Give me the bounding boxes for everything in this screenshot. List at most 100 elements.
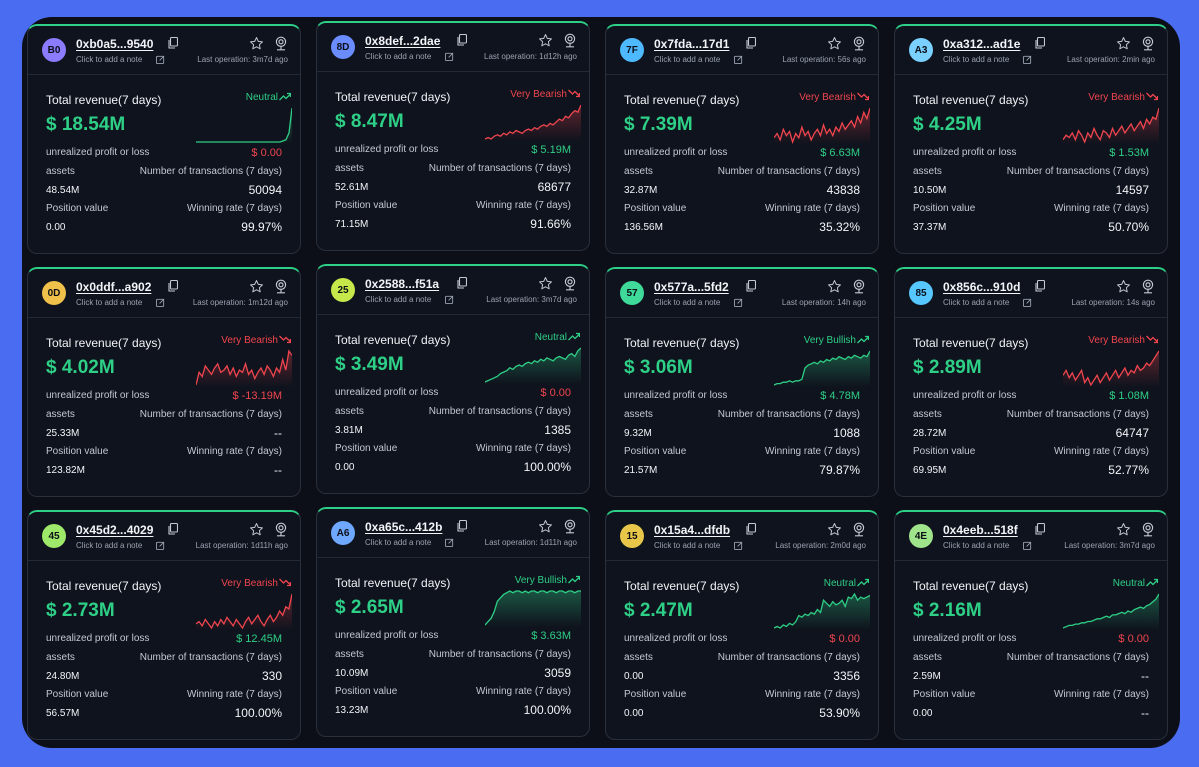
position-value-label: Position value (624, 689, 687, 700)
tx-count-label: Number of transactions (7 days) (428, 649, 571, 660)
watch-icon[interactable] (563, 33, 577, 48)
edit-icon[interactable] (445, 52, 454, 61)
edit-icon[interactable] (156, 298, 165, 307)
wallet-address-link[interactable]: 0x8def...2dae (365, 34, 441, 48)
star-icon[interactable] (1116, 36, 1131, 51)
trend-label: Very Bearish (221, 578, 278, 589)
add-note-link[interactable]: Click to add a note (76, 55, 143, 64)
wallet-address-link[interactable]: 0xa65c...412b (365, 520, 443, 534)
add-note-link[interactable]: Click to add a note (76, 541, 143, 550)
edit-icon[interactable] (1023, 541, 1032, 550)
revenue-sparkline (196, 107, 292, 144)
wallet-address-link[interactable]: 0x45d2...4029 (76, 523, 154, 537)
position-value-label: Position value (335, 200, 398, 211)
wallet-card[interactable]: 0D 0x0ddf...a902 Click to add a note Las… (27, 267, 301, 497)
add-note-link[interactable]: Click to add a note (654, 55, 721, 64)
star-icon[interactable] (538, 519, 553, 534)
copy-icon[interactable] (1035, 523, 1045, 535)
edit-icon[interactable] (445, 295, 454, 304)
star-icon[interactable] (827, 522, 842, 537)
star-icon[interactable] (249, 522, 264, 537)
position-value-label: Position value (335, 443, 398, 454)
wallet-address-link[interactable]: 0x2588...f51a (365, 277, 440, 291)
wallet-address-link[interactable]: 0x577a...5fd2 (654, 280, 729, 294)
wallet-address-link[interactable]: 0x856c...910d (943, 280, 1021, 294)
add-note-link[interactable]: Click to add a note (943, 55, 1010, 64)
edit-icon[interactable] (1023, 55, 1032, 64)
copy-icon[interactable] (1035, 37, 1045, 49)
wallet-card[interactable]: 4E 0x4eeb...518f Click to add a note Las… (894, 510, 1168, 740)
copy-icon[interactable] (457, 277, 467, 289)
star-icon[interactable] (1116, 279, 1131, 294)
wallet-card[interactable]: 85 0x856c...910d Click to add a note Las… (894, 267, 1168, 497)
watch-icon[interactable] (563, 276, 577, 291)
watch-icon[interactable] (852, 36, 866, 51)
wallet-card[interactable]: B0 0xb0a5...9540 Click to add a note Las… (27, 24, 301, 254)
copy-icon[interactable] (457, 34, 467, 46)
watch-icon[interactable] (1141, 36, 1155, 51)
add-note-link[interactable]: Click to add a note (365, 538, 432, 547)
copy-icon[interactable] (746, 280, 756, 292)
assets-value: 25.33M (46, 428, 80, 439)
wallet-address-link[interactable]: 0x4eeb...518f (943, 523, 1018, 537)
tx-count-value: -- (274, 426, 282, 440)
copy-icon[interactable] (168, 280, 178, 292)
edit-icon[interactable] (734, 541, 743, 550)
wallet-address-link[interactable]: 0x0ddf...a902 (76, 280, 152, 294)
add-note-link[interactable]: Click to add a note (654, 541, 721, 550)
add-note-link[interactable]: Click to add a note (365, 295, 432, 304)
star-icon[interactable] (1116, 522, 1131, 537)
revenue-sparkline (1063, 107, 1159, 144)
add-note-link[interactable]: Click to add a note (654, 298, 721, 307)
star-icon[interactable] (827, 279, 842, 294)
add-note-link[interactable]: Click to add a note (76, 298, 143, 307)
edit-icon[interactable] (156, 55, 165, 64)
copy-icon[interactable] (746, 523, 756, 535)
star-icon[interactable] (249, 279, 264, 294)
copy-icon[interactable] (457, 520, 467, 532)
wallet-card[interactable]: 15 0x15a4...dfdb Click to add a note Las… (605, 510, 879, 740)
wallet-card[interactable]: A3 0xa312...ad1e Click to add a note Las… (894, 24, 1168, 254)
copy-icon[interactable] (168, 37, 178, 49)
add-note-link[interactable]: Click to add a note (943, 541, 1010, 550)
watch-icon[interactable] (852, 279, 866, 294)
wallet-address-link[interactable]: 0x7fda...17d1 (654, 37, 730, 51)
star-icon[interactable] (538, 33, 553, 48)
edit-icon[interactable] (734, 55, 743, 64)
wallet-card[interactable]: A6 0xa65c...412b Click to add a note Las… (316, 507, 590, 737)
star-icon[interactable] (538, 276, 553, 291)
copy-icon[interactable] (1035, 280, 1045, 292)
star-icon[interactable] (827, 36, 842, 51)
wallet-card[interactable]: 7F 0x7fda...17d1 Click to add a note Las… (605, 24, 879, 254)
copy-icon[interactable] (746, 37, 756, 49)
position-value-label: Position value (46, 446, 109, 457)
wallet-card[interactable]: 8D 0x8def...2dae Click to add a note Las… (316, 21, 590, 251)
edit-icon[interactable] (734, 298, 743, 307)
winning-rate-value: -- (274, 463, 282, 477)
wallet-address-link[interactable]: 0x15a4...dfdb (654, 523, 731, 537)
copy-icon[interactable] (168, 523, 178, 535)
add-note-link[interactable]: Click to add a note (943, 298, 1010, 307)
watch-icon[interactable] (274, 36, 288, 51)
watch-icon[interactable] (1141, 522, 1155, 537)
last-operation: Last operation: 2min ago (1066, 55, 1155, 64)
assets-label: assets (46, 652, 75, 663)
watch-icon[interactable] (852, 522, 866, 537)
wallet-card[interactable]: 57 0x577a...5fd2 Click to add a note Las… (605, 267, 879, 497)
wallet-address-link[interactable]: 0xa312...ad1e (943, 37, 1021, 51)
edit-icon[interactable] (156, 541, 165, 550)
watch-icon[interactable] (563, 519, 577, 534)
watch-icon[interactable] (1141, 279, 1155, 294)
add-note-link[interactable]: Click to add a note (365, 52, 432, 61)
watch-icon[interactable] (274, 279, 288, 294)
star-icon[interactable] (249, 36, 264, 51)
edit-icon[interactable] (1023, 298, 1032, 307)
wallet-card[interactable]: 45 0x45d2...4029 Click to add a note Las… (27, 510, 301, 740)
edit-icon[interactable] (445, 538, 454, 547)
trend-label: Very Bearish (1088, 92, 1145, 103)
winning-rate-value: 100.00% (523, 460, 571, 474)
wallet-card[interactable]: 25 0x2588...f51a Click to add a note Las… (316, 264, 590, 494)
trend-up-icon (568, 332, 580, 341)
watch-icon[interactable] (274, 522, 288, 537)
wallet-address-link[interactable]: 0xb0a5...9540 (76, 37, 154, 51)
